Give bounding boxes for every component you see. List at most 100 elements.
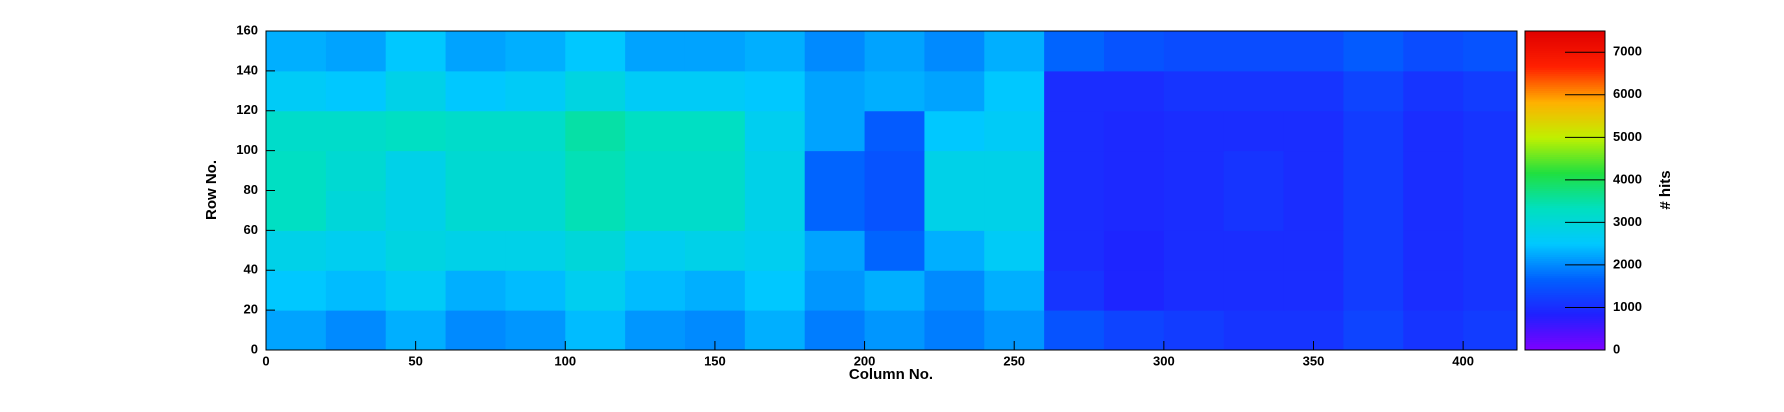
- heatmap-cell: [1463, 70, 1518, 112]
- heatmap-cell: [1403, 150, 1464, 191]
- heatmap-cell: [505, 310, 566, 351]
- heatmap-cell: [684, 70, 746, 112]
- heatmap-cell: [325, 110, 387, 152]
- heatmap-cell: [744, 310, 806, 351]
- colorbar-segment: [1525, 101, 1605, 104]
- heatmap-cell: [1403, 190, 1464, 231]
- heatmap-cell: [1044, 70, 1105, 112]
- heatmap-cell: [1283, 31, 1344, 72]
- heatmap-cell: [1044, 150, 1105, 191]
- colorbar-segment: [1525, 324, 1605, 328]
- heatmap-cell: [385, 70, 447, 112]
- heatmap-cell: [325, 230, 387, 271]
- colorbar-segment: [1525, 216, 1605, 219]
- heatmap-cell: [864, 110, 925, 152]
- heatmap-cell: [924, 310, 985, 351]
- x-tick-label: 50: [408, 353, 422, 368]
- colorbar-segment: [1525, 150, 1605, 153]
- colorbar-segment: [1525, 241, 1605, 245]
- heatmap-cell: [744, 70, 806, 112]
- heatmap-cell: [266, 270, 327, 311]
- heatmap-cell: [984, 230, 1045, 271]
- colorbar-segment: [1525, 194, 1605, 198]
- colorbar-segment: [1525, 254, 1605, 257]
- heatmap-cell: [625, 70, 686, 112]
- colorbar-segment: [1525, 199, 1605, 202]
- heatmap-cell: [1403, 310, 1464, 351]
- heatmap-cell: [684, 190, 746, 231]
- heatmap-cell: [1403, 270, 1464, 311]
- heatmap-cell: [1163, 230, 1225, 271]
- colorbar-segment: [1525, 177, 1605, 181]
- heatmap-cell: [1403, 110, 1464, 152]
- heatmap-cell: [625, 190, 686, 231]
- colorbar-segment: [1525, 243, 1605, 247]
- colorbar-segment: [1525, 309, 1605, 313]
- colorbar-segment: [1525, 256, 1605, 260]
- heatmap-cell: [1343, 70, 1404, 112]
- heatmap-cell: [924, 31, 985, 72]
- heatmap-cell: [625, 270, 686, 311]
- heatmap-cell: [804, 150, 866, 191]
- heatmap-cell: [445, 230, 506, 271]
- colorbar-segment: [1525, 109, 1605, 113]
- colorbar-segment: [1525, 279, 1605, 283]
- heatmap-cell: [1163, 31, 1225, 72]
- colorbar-segment: [1525, 222, 1605, 226]
- heatmap-cell: [445, 270, 506, 311]
- colorbar-segment: [1525, 213, 1605, 217]
- x-tick-label: 150: [704, 353, 726, 368]
- colorbar-segment: [1525, 250, 1605, 253]
- heatmap-cell: [684, 270, 746, 311]
- y-tick-label: 100: [236, 142, 258, 157]
- colorbar-segment: [1525, 86, 1605, 89]
- heatmap-cell: [445, 110, 506, 152]
- heatmap-cell: [385, 31, 447, 72]
- colorbar-tick-label: 5000: [1613, 129, 1642, 144]
- heatmap-cell: [924, 190, 985, 231]
- colorbar-segment: [1525, 311, 1605, 315]
- heatmap-cell: [1463, 31, 1518, 72]
- colorbar-segment: [1525, 294, 1605, 298]
- colorbar-segment: [1525, 201, 1605, 204]
- colorbar-segment: [1525, 164, 1605, 168]
- colorbar-segment: [1525, 130, 1605, 134]
- colorbar-tick-label: 1000: [1613, 299, 1642, 314]
- colorbar-segment: [1525, 126, 1605, 130]
- heatmap-cell: [385, 270, 447, 311]
- heatmap-cell: [385, 150, 447, 191]
- x-tick-label: 250: [1003, 353, 1025, 368]
- heatmap-cell: [445, 31, 506, 72]
- colorbar-segment: [1525, 173, 1605, 177]
- colorbar-segment: [1525, 162, 1605, 166]
- heatmap-cell: [984, 70, 1045, 112]
- heatmap-cell: [1463, 190, 1518, 231]
- heatmap-cell: [924, 150, 985, 191]
- heatmap-cell: [625, 110, 686, 152]
- colorbar-segment: [1525, 235, 1605, 238]
- heatmap-cell: [266, 110, 327, 152]
- colorbar-segment: [1525, 267, 1605, 270]
- colorbar-segment: [1525, 315, 1605, 319]
- heatmap-cell: [864, 190, 925, 231]
- colorbar-segment: [1525, 88, 1605, 92]
- colorbar-segment: [1525, 43, 1605, 47]
- heatmap-cell: [1163, 70, 1225, 112]
- colorbar-segment: [1525, 303, 1605, 306]
- colorbar-segment: [1525, 69, 1605, 72]
- heatmap-cell: [1103, 110, 1165, 152]
- colorbar-segment: [1525, 343, 1605, 347]
- heatmap-cell: [266, 190, 327, 231]
- colorbar-segment: [1525, 67, 1605, 70]
- x-tick-label: 0: [262, 353, 269, 368]
- colorbar-segment: [1525, 118, 1605, 121]
- colorbar-segment: [1525, 318, 1605, 321]
- heatmap-cell: [1463, 230, 1518, 271]
- colorbar-segment: [1525, 179, 1605, 183]
- heatmap-cell: [1223, 230, 1285, 271]
- colorbar-segment: [1525, 169, 1605, 172]
- colorbar-tick-label: 7000: [1613, 44, 1642, 59]
- heatmap-cell: [565, 31, 626, 72]
- colorbar-segment: [1525, 247, 1605, 251]
- heatmap-cell: [505, 270, 566, 311]
